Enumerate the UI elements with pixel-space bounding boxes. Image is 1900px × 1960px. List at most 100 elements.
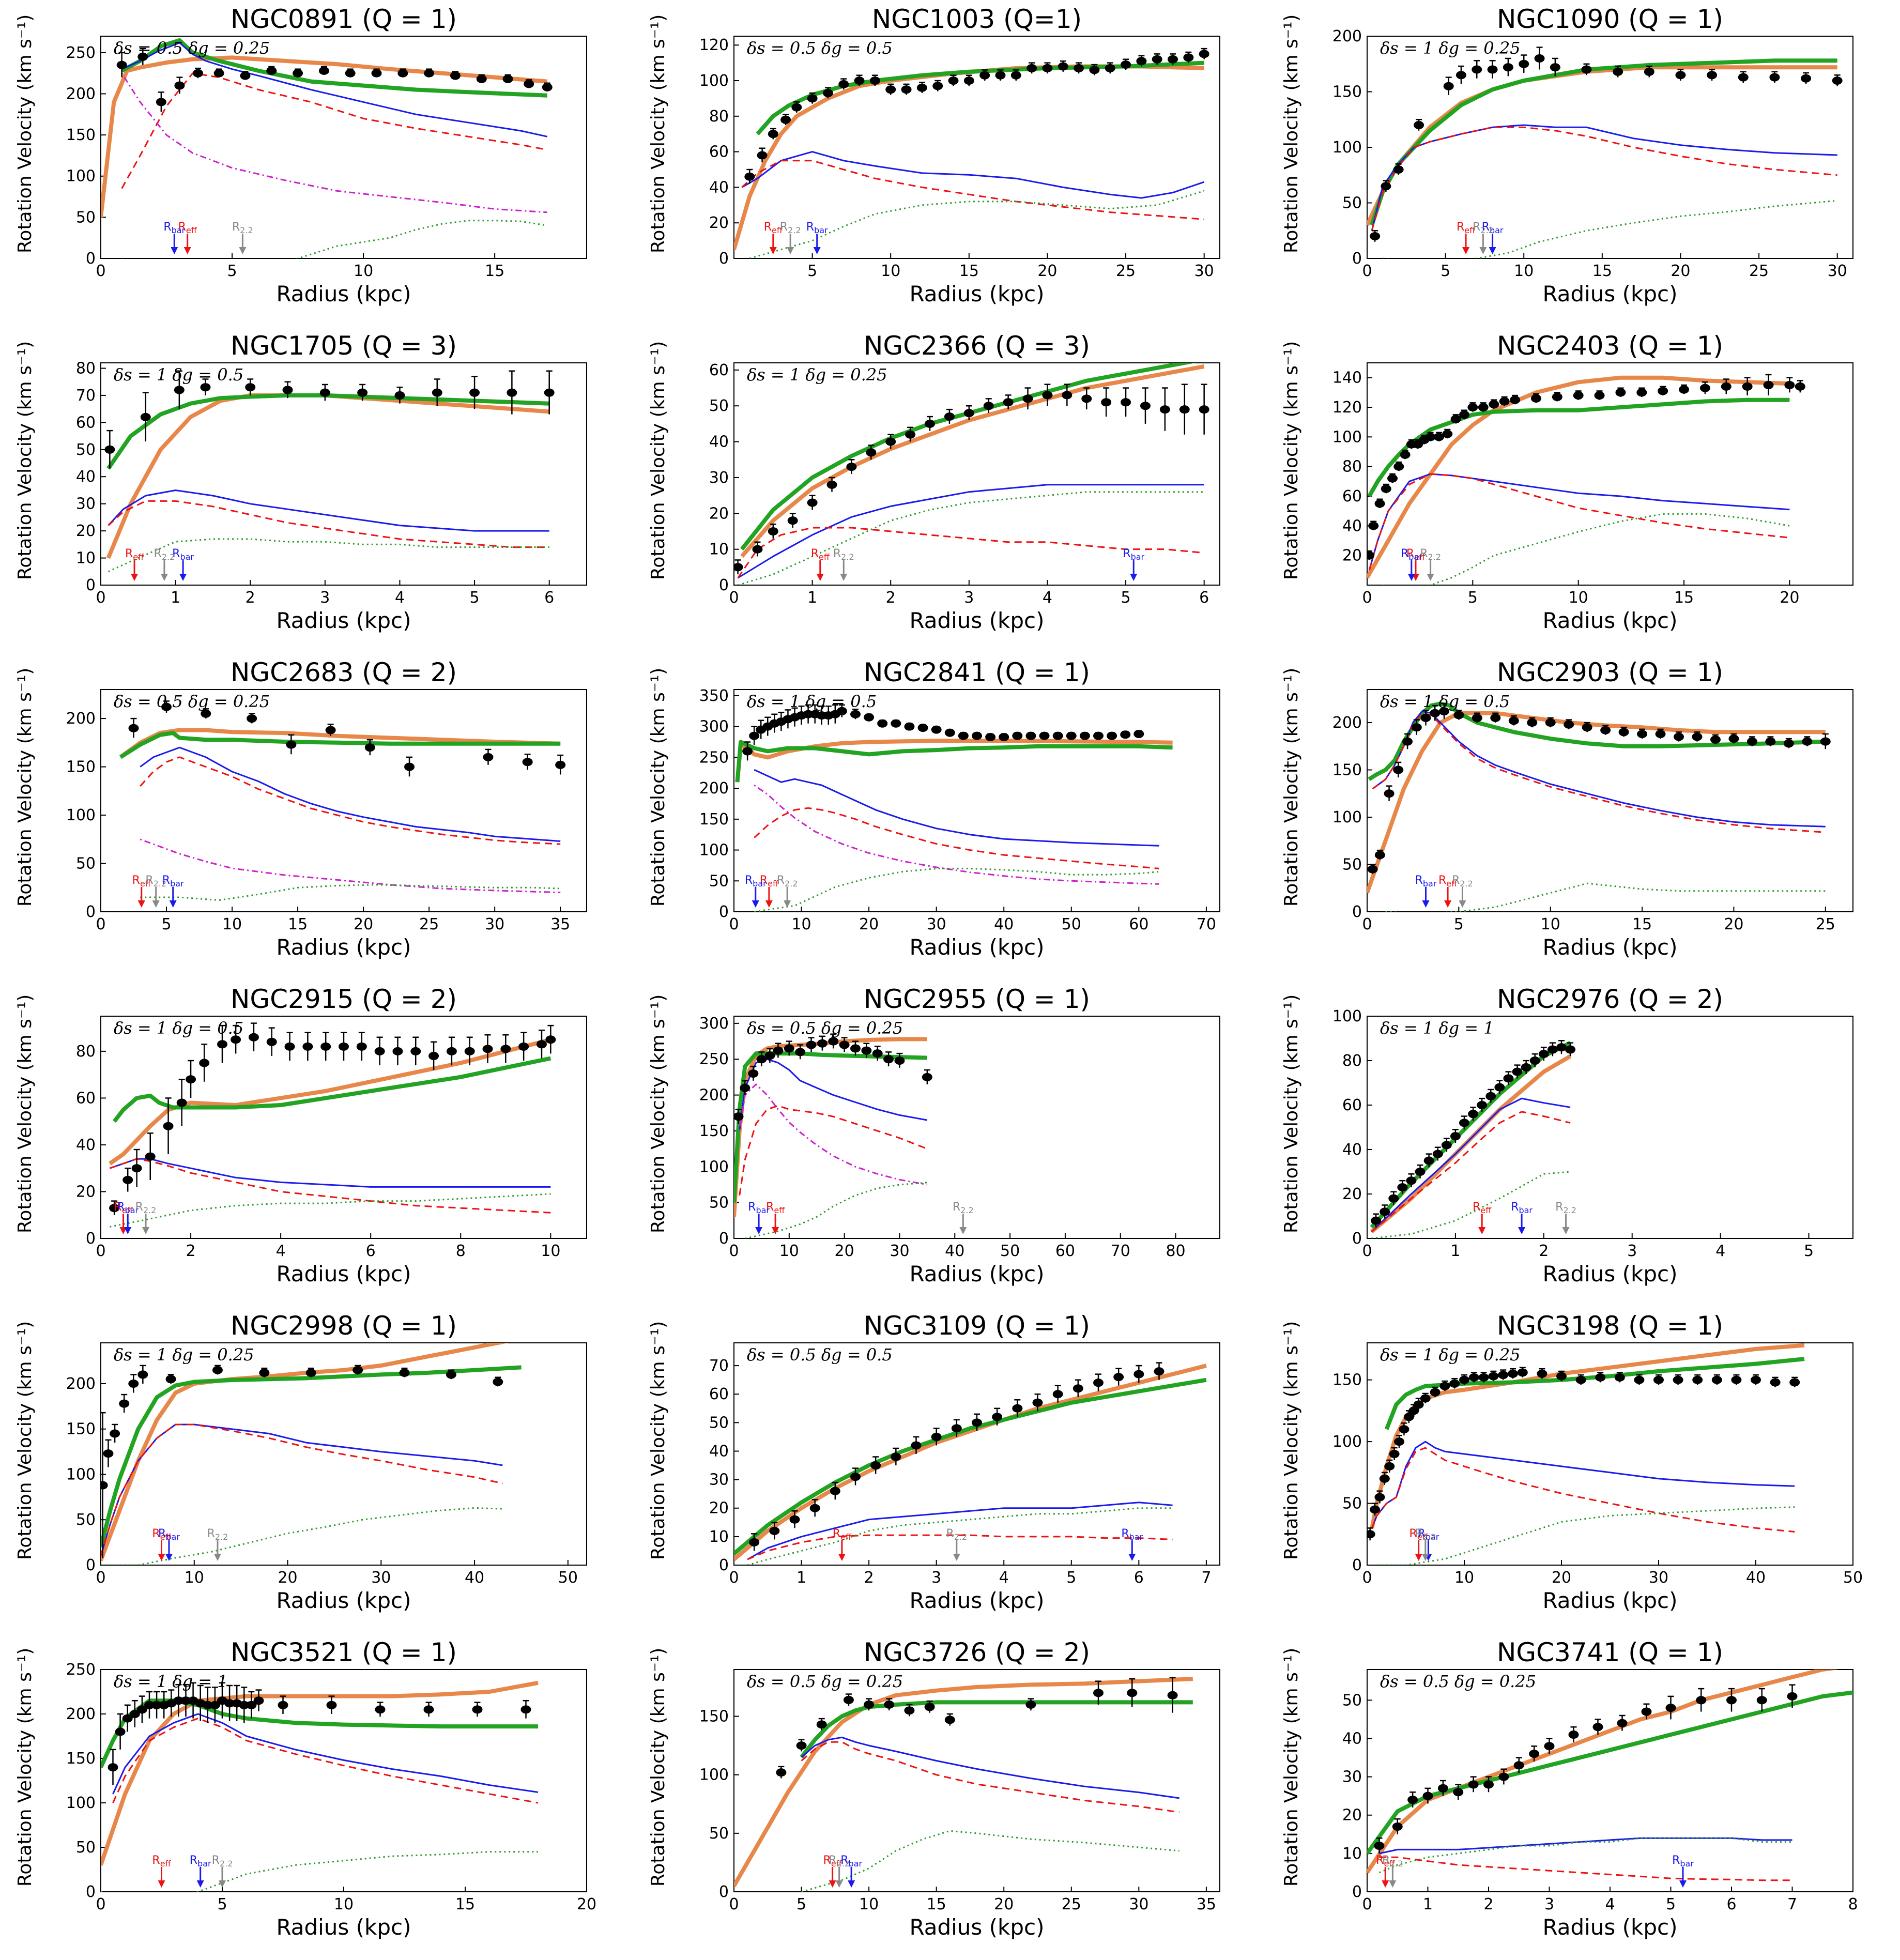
data-point xyxy=(1168,55,1178,64)
x-axis-label: Radius (kpc) xyxy=(909,1261,1045,1287)
x-tick-label: 3 xyxy=(931,1569,941,1587)
marker-bar-head xyxy=(1679,1880,1687,1888)
data-point xyxy=(161,702,172,711)
data-point xyxy=(163,1122,174,1130)
data-point xyxy=(866,448,877,457)
series-line-red xyxy=(112,1718,539,1804)
x-tick-label: 30 xyxy=(927,915,946,933)
data-point xyxy=(769,1526,780,1535)
series-line-orange xyxy=(1367,375,1790,579)
data-point xyxy=(1784,381,1795,389)
data-point xyxy=(1519,59,1529,68)
data-point xyxy=(266,1037,277,1046)
data-point xyxy=(1152,55,1162,64)
x-tick-label: 6 xyxy=(366,1242,376,1260)
marker-bar-head xyxy=(179,574,187,581)
data-point xyxy=(1477,1101,1488,1109)
x-tick-label: 20 xyxy=(994,1895,1014,1913)
data-point xyxy=(734,1112,744,1121)
series-line-orange xyxy=(734,1364,1207,1561)
data-point xyxy=(1679,385,1690,394)
data-point xyxy=(816,1720,827,1729)
x-axis-label: Radius (kpc) xyxy=(1542,281,1678,307)
y-tick-label: 100 xyxy=(66,806,96,824)
data-point xyxy=(224,1699,235,1708)
data-point xyxy=(1394,1437,1405,1446)
x-tick-label: 2 xyxy=(864,1569,874,1587)
y-tick-label: 40 xyxy=(1342,1141,1362,1159)
series-line-bulge xyxy=(739,1083,928,1186)
data-point xyxy=(1012,731,1023,740)
plot-frame xyxy=(100,1342,587,1566)
data-point xyxy=(1010,71,1021,80)
x-tick-label: 6 xyxy=(544,589,554,607)
y-tick-label: 20 xyxy=(1342,547,1362,565)
data-point xyxy=(1467,403,1478,411)
data-point xyxy=(944,1716,955,1724)
data-point xyxy=(1413,1400,1424,1409)
x-tick-label: 7 xyxy=(1787,1895,1797,1913)
data-point xyxy=(302,1042,313,1051)
y-tick-label: 50 xyxy=(76,1511,96,1529)
x-axis-label: Radius (kpc) xyxy=(1542,1261,1678,1287)
x-tick-label: 0 xyxy=(729,915,739,933)
x-tick-label: 5 xyxy=(470,589,480,607)
series-line-gas xyxy=(1385,882,1826,912)
marker-bar-head xyxy=(171,247,178,254)
marker-eff-head xyxy=(1415,1554,1422,1561)
data-point xyxy=(1711,1375,1722,1384)
data-point xyxy=(1393,165,1404,174)
data-point xyxy=(838,80,849,88)
y-axis-label: Rotation Velocity (km s⁻¹) xyxy=(14,1321,36,1560)
data-point xyxy=(1726,1696,1737,1705)
x-tick-label: 30 xyxy=(1129,1895,1148,1913)
data-point xyxy=(1133,730,1144,738)
x-tick-label: 40 xyxy=(1746,1569,1766,1587)
data-point xyxy=(1615,388,1626,397)
data-point xyxy=(136,1705,147,1714)
chart-panel: NGC3198 (Q = 1) 0 10 20 30 40 50 0 50 100 150 Reff R… xyxy=(1266,1307,1899,1633)
data-point xyxy=(231,1035,241,1044)
data-point xyxy=(1675,71,1686,80)
y-tick-label: 60 xyxy=(1342,1096,1362,1114)
data-point xyxy=(1367,865,1378,874)
data-point xyxy=(446,1047,457,1055)
marker-r22-head xyxy=(787,247,794,254)
x-tick-label: 10 xyxy=(881,262,900,280)
plot-frame xyxy=(100,36,587,259)
data-point xyxy=(137,52,148,61)
data-point xyxy=(1430,709,1441,717)
data-point xyxy=(911,1441,922,1450)
data-point xyxy=(1468,1110,1479,1119)
data-point xyxy=(1582,723,1592,732)
data-point xyxy=(1199,405,1209,414)
data-point xyxy=(259,1368,270,1377)
data-point xyxy=(246,1701,257,1709)
data-point xyxy=(131,1164,142,1173)
data-point xyxy=(1105,64,1115,72)
y-tick-label: 70 xyxy=(76,387,96,405)
data-point xyxy=(1367,551,1375,560)
series-line-green xyxy=(1384,1357,1805,1430)
data-point xyxy=(885,437,896,446)
data-point xyxy=(1487,65,1498,74)
x-tick-label: 30 xyxy=(1828,262,1847,280)
data-point xyxy=(1415,1168,1426,1176)
x-tick-label: 4 xyxy=(1715,1242,1725,1260)
data-point xyxy=(1438,707,1449,716)
y-axis-label: Rotation Velocity (km s⁻¹) xyxy=(1281,994,1302,1233)
x-tick-label: 20 xyxy=(835,1242,854,1260)
data-point xyxy=(1400,450,1411,459)
data-point xyxy=(1154,1367,1164,1376)
data-point xyxy=(1058,62,1068,71)
y-tick-label: 200 xyxy=(66,1375,96,1393)
data-point xyxy=(1795,382,1805,391)
data-point xyxy=(356,1042,367,1051)
data-point xyxy=(278,1701,288,1709)
data-point xyxy=(1199,50,1209,58)
data-point xyxy=(1503,1074,1514,1083)
data-point xyxy=(1513,1761,1524,1770)
